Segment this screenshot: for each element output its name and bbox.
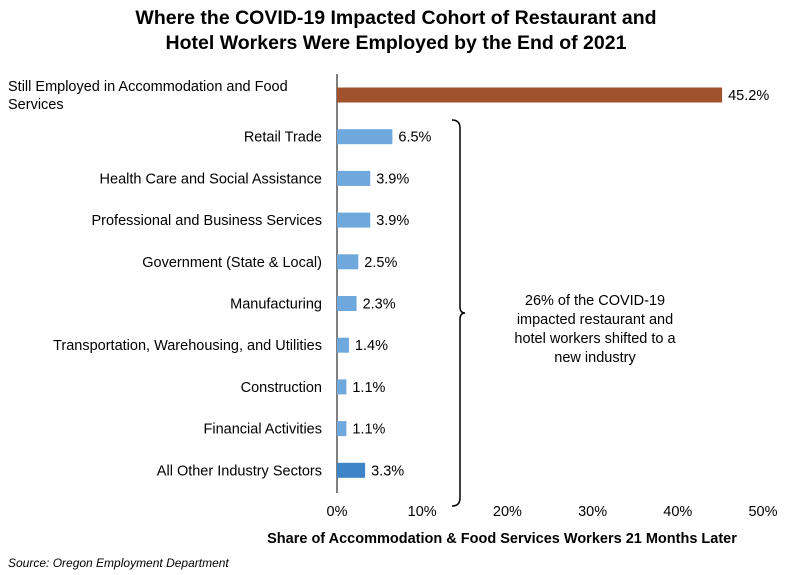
data-label-2: 3.9% [376, 171, 409, 187]
category-label-8: Financial Activities [204, 422, 322, 438]
category-label-7: Construction [241, 380, 322, 396]
data-label-8: 1.1% [352, 422, 385, 438]
data-label-3: 3.9% [376, 213, 409, 229]
x-tick-label-5: 50% [748, 504, 777, 520]
category-label-2: Health Care and Social Assistance [100, 171, 322, 187]
data-label-9: 3.3% [371, 463, 404, 479]
bar-7 [337, 379, 347, 395]
data-label-4: 2.5% [364, 255, 397, 271]
x-tick-label-1: 10% [408, 504, 437, 520]
annotation-line-1: 26% of the COVID-19 [525, 293, 665, 309]
chart-title-line-2: Hotel Workers Were Employed by the End o… [165, 32, 627, 54]
x-tick-label-3: 30% [578, 504, 607, 520]
source-note: Source: Oregon Employment Department [8, 556, 229, 570]
annotation-line-4: new industry [554, 350, 636, 366]
category-label-3: Professional and Business Services [91, 213, 322, 229]
annotation-line-2: impacted restaurant and [517, 312, 673, 328]
bar-0 [337, 87, 723, 103]
bar-4 [337, 254, 359, 270]
annotation-line-3: hotel workers shifted to a [514, 331, 676, 347]
bar-3 [337, 212, 371, 228]
category-label-4: Government (State & Local) [142, 255, 322, 271]
category-label-6: Transportation, Warehousing, and Utiliti… [53, 338, 322, 354]
bar-1 [337, 129, 393, 145]
x-tick-label-2: 20% [493, 504, 522, 520]
bar-5 [337, 296, 357, 311]
data-label-7: 1.1% [352, 380, 385, 396]
x-axis-title: Share of Accommodation & Food Services W… [267, 531, 737, 547]
category-label-1: Retail Trade [244, 130, 322, 146]
bar-6 [337, 337, 349, 353]
chart-title-line-1: Where the COVID-19 Impacted Cohort of Re… [135, 7, 657, 29]
data-label-1: 6.5% [398, 130, 431, 146]
category-label-0-line-1: Still Employed in Accommodation and Food [8, 79, 288, 95]
data-label-6: 1.4% [355, 338, 388, 354]
category-label-5: Manufacturing [230, 297, 322, 313]
category-label-9: All Other Industry Sectors [157, 463, 322, 479]
x-tick-label-4: 40% [663, 504, 692, 520]
bar-8 [337, 421, 347, 437]
bar-2 [337, 170, 371, 186]
bracket-annotation [451, 119, 466, 507]
chart-title: Where the COVID-19 Impacted Cohort of Re… [0, 6, 792, 56]
category-label-0-line-2: Services [8, 97, 64, 113]
bar-9 [337, 462, 366, 478]
data-label-5: 2.3% [363, 297, 396, 313]
data-label-0: 45.2% [728, 88, 769, 104]
x-tick-label-0: 0% [327, 504, 348, 520]
